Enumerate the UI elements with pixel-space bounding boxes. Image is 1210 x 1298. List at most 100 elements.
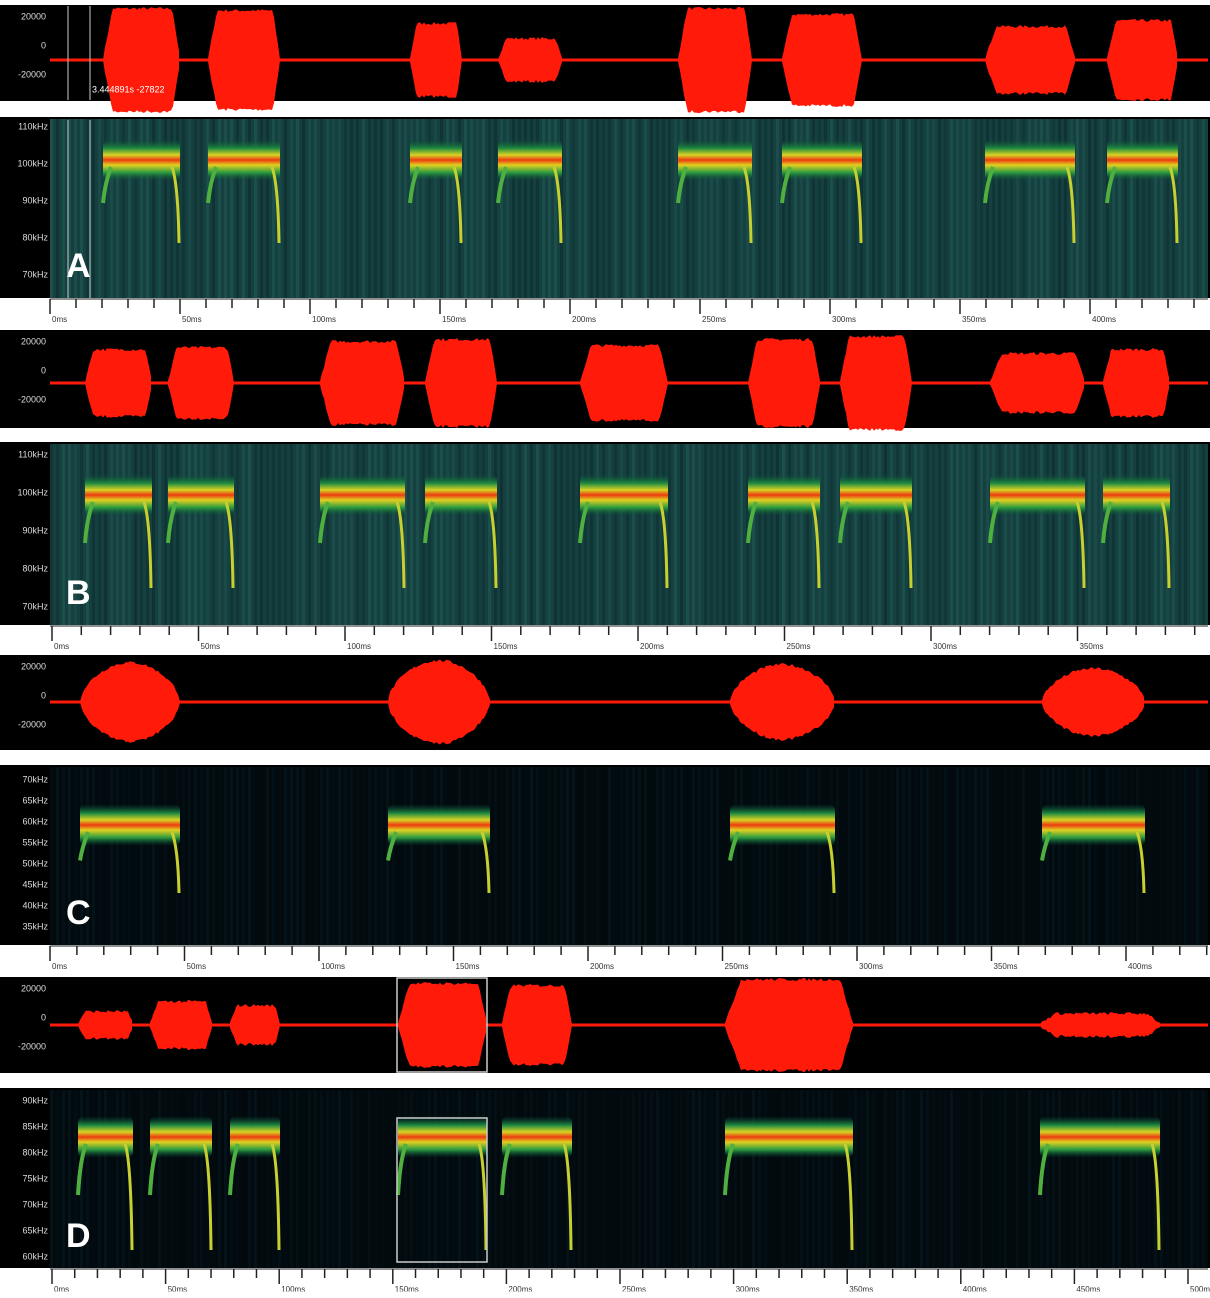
spectrogram-noise xyxy=(374,767,377,945)
spectrogram-noise xyxy=(908,1090,911,1268)
spectrogram-call xyxy=(782,139,862,181)
spectrogram-noise xyxy=(1022,1090,1025,1268)
spectrogram-noise xyxy=(926,119,929,298)
spectrogram-noise xyxy=(632,119,635,298)
spectrogram-noise xyxy=(884,767,887,945)
spectrogram-noise xyxy=(122,767,125,945)
spectrogram-noise xyxy=(188,119,191,298)
spectrogram-noise xyxy=(242,444,245,625)
amplitude-label: -20000 xyxy=(18,719,46,729)
spectrogram-noise xyxy=(278,444,281,625)
time-label: 250ms xyxy=(702,315,726,324)
spectrogram-noise xyxy=(668,119,671,298)
amplitude-label: -20000 xyxy=(18,1041,46,1051)
spectrogram-noise xyxy=(356,1090,359,1268)
spectrogram-call xyxy=(985,139,1075,181)
spectrogram-noise xyxy=(470,119,473,298)
spectrogram-noise xyxy=(482,444,485,625)
spectrogram-noise xyxy=(1190,444,1193,625)
spectrogram-noise xyxy=(302,1090,305,1268)
waveform-call xyxy=(580,344,668,422)
spectrogram-noise xyxy=(236,444,239,625)
spectrogram-noise xyxy=(470,767,473,945)
spectrogram-noise xyxy=(1118,767,1121,945)
spectrogram-noise xyxy=(560,444,563,625)
spectrogram-noise xyxy=(146,1090,149,1268)
time-axis-background xyxy=(0,625,1210,651)
spectrogram-call xyxy=(990,474,1085,516)
spectrogram-noise xyxy=(1028,444,1031,625)
spectrogram-noise xyxy=(1130,767,1133,945)
spectrogram-noise xyxy=(764,444,767,625)
spectrogram-noise xyxy=(1094,767,1097,945)
spectrogram-noise xyxy=(494,119,497,298)
spectrogram-call xyxy=(1040,1116,1160,1158)
spectrogram-noise xyxy=(890,1090,893,1268)
spectrogram-noise xyxy=(758,767,761,945)
spectrogram-noise xyxy=(638,119,641,298)
spectrogram-call xyxy=(502,1116,572,1158)
spectrogram-noise xyxy=(806,767,809,945)
spectrogram-noise xyxy=(1160,767,1163,945)
spectrogram-noise xyxy=(584,444,587,625)
spectrogram-noise xyxy=(140,1090,143,1268)
spectrogram-noise xyxy=(536,767,539,945)
spectrogram-noise xyxy=(458,767,461,945)
spectrogram-noise xyxy=(1052,444,1055,625)
spectrogram-noise xyxy=(848,444,851,625)
spectrogram-noise xyxy=(488,1090,491,1268)
spectrogram-call xyxy=(498,139,562,181)
waveform-call xyxy=(990,352,1084,414)
spectrogram-call xyxy=(320,474,405,516)
spectrogram-call xyxy=(388,804,490,846)
spectrogram-noise xyxy=(914,1090,917,1268)
figure: 200000-20000110kHz100kHz90kHz80kHz70kHzA… xyxy=(0,0,1210,1293)
panel-letter: A xyxy=(66,247,91,285)
spectrogram-noise xyxy=(974,1090,977,1268)
panel-letter: D xyxy=(66,1217,91,1255)
spectrogram-noise xyxy=(368,767,371,945)
spectrogram-noise xyxy=(92,444,95,625)
spectrogram-noise xyxy=(992,767,995,945)
spectrogram-noise xyxy=(62,444,65,625)
spectrogram-noise xyxy=(338,444,341,625)
spectrogram-noise xyxy=(632,1090,635,1268)
spectrogram-noise xyxy=(968,767,971,945)
spectrogram-noise xyxy=(1166,767,1169,945)
spectrogram-noise xyxy=(434,444,437,625)
spectrogram-noise xyxy=(596,444,599,625)
spectrogram-noise xyxy=(170,767,173,945)
spectrogram-noise xyxy=(296,119,299,298)
spectrogram-noise xyxy=(374,444,377,625)
frequency-label: 90kHz xyxy=(22,525,48,535)
amplitude-label: 0 xyxy=(41,690,46,700)
spectrogram-noise xyxy=(284,444,287,625)
spectrogram-noise xyxy=(98,119,101,298)
spectrogram-noise xyxy=(752,119,755,298)
spectrogram-noise xyxy=(326,1090,329,1268)
spectrogram-call xyxy=(725,1116,853,1158)
frequency-label: 70kHz xyxy=(22,269,48,279)
spectrogram-noise xyxy=(128,767,131,945)
spectrogram-noise xyxy=(1058,767,1061,945)
spectrogram-noise xyxy=(992,1090,995,1268)
spectrogram-noise xyxy=(314,444,317,625)
spectrogram-noise xyxy=(794,444,797,625)
spectrogram-noise xyxy=(968,444,971,625)
spectrogram-noise xyxy=(92,119,95,298)
spectrogram-noise xyxy=(380,119,383,298)
frequency-label: 90kHz xyxy=(22,195,48,205)
spectrogram-noise xyxy=(962,444,965,625)
spectrogram-noise xyxy=(890,444,893,625)
spectrogram-noise xyxy=(302,444,305,625)
spectrogram-noise xyxy=(290,119,293,298)
spectrogram-noise xyxy=(392,767,395,945)
spectrogram-noise xyxy=(512,444,515,625)
spectrogram-noise xyxy=(650,767,653,945)
spectrogram-noise xyxy=(866,444,869,625)
spectrogram-noise xyxy=(824,767,827,945)
spectrogram-call xyxy=(78,1116,133,1158)
spectrogram-noise xyxy=(1052,767,1055,945)
amplitude-label: 20000 xyxy=(21,11,46,21)
spectrogram-noise xyxy=(248,767,251,945)
